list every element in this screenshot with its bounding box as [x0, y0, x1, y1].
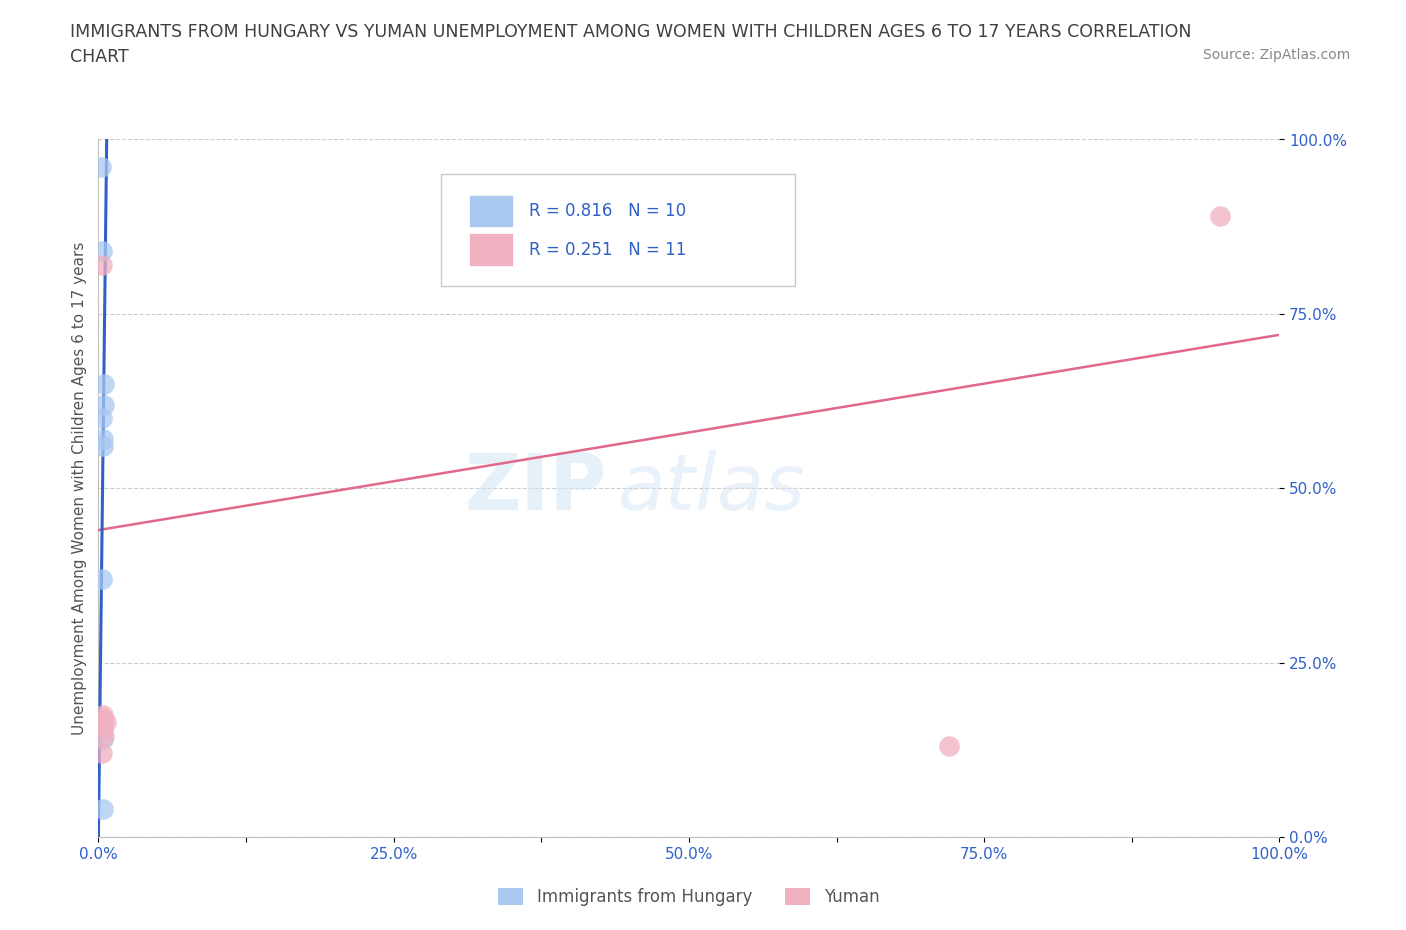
- Point: [501, 180, 523, 196]
- Point: [91, 439, 114, 454]
- Point: [91, 258, 114, 272]
- Text: R = 0.816   N = 10: R = 0.816 N = 10: [530, 203, 686, 220]
- Point: [938, 738, 960, 753]
- FancyBboxPatch shape: [470, 232, 513, 266]
- Point: [91, 571, 114, 587]
- Text: atlas: atlas: [619, 450, 806, 526]
- Point: [90, 160, 112, 175]
- Point: [91, 411, 114, 426]
- Text: R = 0.251   N = 11: R = 0.251 N = 11: [530, 241, 688, 259]
- Point: [91, 708, 114, 723]
- Point: [93, 397, 115, 412]
- Text: Source: ZipAtlas.com: Source: ZipAtlas.com: [1202, 48, 1350, 62]
- Point: [91, 802, 114, 817]
- Legend: Immigrants from Hungary, Yuman: Immigrants from Hungary, Yuman: [492, 881, 886, 912]
- Point: [94, 714, 117, 729]
- Text: CHART: CHART: [70, 48, 129, 66]
- Point: [91, 244, 114, 259]
- Point: [93, 728, 115, 743]
- Point: [1209, 209, 1232, 224]
- Point: [91, 714, 114, 729]
- Point: [91, 711, 114, 725]
- Point: [91, 722, 114, 737]
- Point: [91, 732, 114, 747]
- FancyBboxPatch shape: [470, 194, 513, 228]
- Text: IMMIGRANTS FROM HUNGARY VS YUMAN UNEMPLOYMENT AMONG WOMEN WITH CHILDREN AGES 6 T: IMMIGRANTS FROM HUNGARY VS YUMAN UNEMPLO…: [70, 23, 1192, 41]
- FancyBboxPatch shape: [441, 175, 796, 286]
- Point: [91, 746, 114, 761]
- Text: ZIP: ZIP: [464, 450, 606, 526]
- Point: [93, 376, 115, 391]
- Point: [91, 432, 114, 447]
- Y-axis label: Unemployment Among Women with Children Ages 6 to 17 years: Unemployment Among Women with Children A…: [72, 242, 87, 735]
